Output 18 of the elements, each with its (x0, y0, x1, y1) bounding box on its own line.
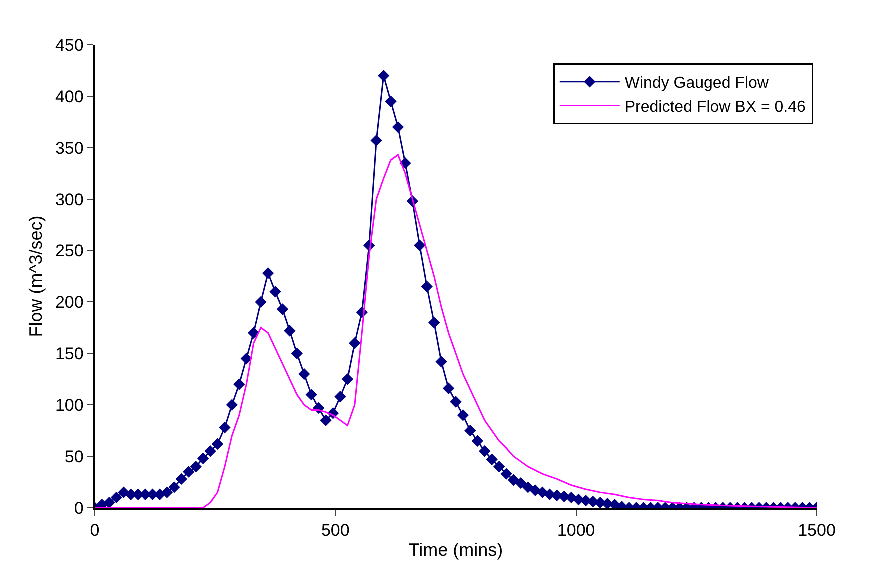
x-tick-label: 1000 (557, 521, 596, 540)
x-tick-label: 500 (321, 521, 350, 540)
y-tick-label: 100 (55, 396, 84, 416)
y-tick-label: 50 (64, 448, 84, 467)
y-tick-label: 200 (55, 293, 84, 312)
legend-label: Predicted Flow BX = 0.46 (624, 98, 806, 116)
y-axis-title: Flow (m^3/sec) (26, 216, 46, 338)
y-tick-label: 300 (55, 190, 84, 210)
y-tick-label: 0 (74, 498, 84, 518)
legend-label: Windy Gauged Flow (624, 75, 770, 92)
x-axis-title: Time (mins) (408, 540, 504, 560)
x-tick-label: 0 (90, 521, 100, 540)
y-tick-label: 250 (55, 242, 84, 261)
y-tick-label: 450 (55, 36, 84, 55)
y-tick-label: 350 (55, 138, 84, 158)
y-tick-label: 150 (55, 344, 84, 364)
y-tick-label: 400 (55, 87, 84, 106)
x-tick-label: 1500 (798, 521, 836, 540)
